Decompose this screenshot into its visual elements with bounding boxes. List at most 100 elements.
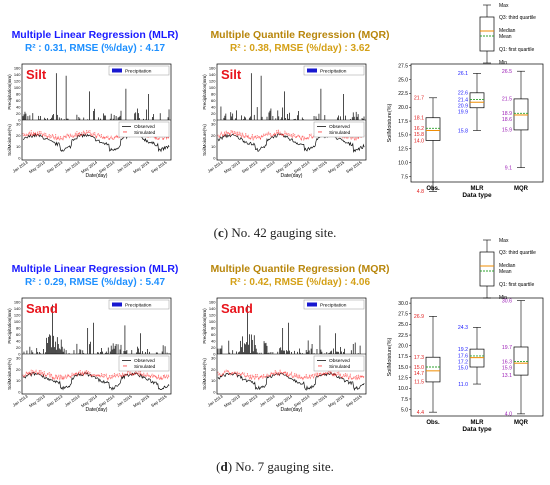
box-value-label: 21.7 bbox=[414, 96, 424, 102]
simulated-point: * bbox=[247, 372, 249, 376]
simulated-point: * bbox=[102, 373, 104, 377]
simulated-point: * bbox=[273, 372, 275, 376]
precip-tick-label: 60 bbox=[16, 332, 21, 337]
soil-type-label: Silt bbox=[26, 67, 47, 82]
simulated-point: * bbox=[39, 131, 41, 135]
precip-legend-label: Precipitation bbox=[320, 69, 347, 75]
simulated-point: * bbox=[278, 129, 280, 133]
simulated-point: * bbox=[242, 132, 244, 136]
date-tick-label: Sep 2014 bbox=[293, 393, 311, 408]
date-tick-label: Sep 2014 bbox=[293, 159, 311, 174]
box-value-label: 17.2 bbox=[458, 360, 468, 366]
precip-legend-label: Precipitation bbox=[125, 303, 152, 309]
simulated-point: * bbox=[79, 370, 81, 374]
simulated-point: * bbox=[219, 372, 221, 376]
box-ytick-label: 12.5 bbox=[398, 147, 408, 153]
simulated-point: * bbox=[89, 130, 91, 134]
box-value-label: 15.9 bbox=[502, 365, 512, 371]
caption-text: No. 42 gauging site. bbox=[231, 225, 337, 240]
category-label: MQR bbox=[514, 420, 529, 426]
simulated-point: * bbox=[24, 133, 26, 137]
iqr-box bbox=[425, 356, 441, 383]
simulated-point: * bbox=[37, 131, 39, 135]
box-value-label: 15.8 bbox=[458, 128, 468, 134]
simulated-point: * bbox=[278, 371, 280, 375]
simulated-point: * bbox=[346, 373, 348, 377]
simulated-point: * bbox=[84, 132, 86, 136]
simulated-point: * bbox=[101, 373, 103, 377]
box-value-label: 15.9 bbox=[502, 128, 512, 134]
soil-type-label: Silt bbox=[221, 67, 242, 82]
simulated-point: * bbox=[71, 372, 73, 376]
box-ytick-label: 5.0 bbox=[401, 407, 408, 413]
precip-tick-label: 0 bbox=[18, 118, 21, 123]
box-value-label: 16.3 bbox=[502, 359, 512, 365]
precip-tick-label: 0 bbox=[213, 352, 216, 357]
simulated-point: * bbox=[22, 133, 24, 137]
box-mlr: 24.3 19.217.617.215.0 11.0 MLR bbox=[458, 325, 485, 426]
simulated-point: * bbox=[130, 371, 132, 375]
simulated-point: * bbox=[40, 369, 42, 373]
precip-legend: Precipitation bbox=[303, 299, 365, 310]
box-value-label: 30.6 bbox=[502, 298, 512, 304]
precip-legend-swatch bbox=[112, 302, 122, 307]
box-value-label: 26.5 bbox=[502, 69, 512, 75]
simulated-point: * bbox=[29, 131, 31, 135]
sm-tick-label: 20 bbox=[211, 367, 216, 372]
precip-tick-label: 80 bbox=[16, 326, 21, 331]
simulated-point: * bbox=[76, 131, 78, 135]
box-value-label: 26.9 bbox=[414, 314, 424, 320]
plot-frame bbox=[216, 297, 367, 395]
simulated-point: * bbox=[58, 137, 60, 141]
simulated-point: * bbox=[268, 131, 270, 135]
simulated-point: * bbox=[40, 131, 42, 135]
date-tick-label: Jan 2013 bbox=[207, 393, 225, 407]
simulated-point: * bbox=[288, 133, 290, 137]
precip-tick-label: 80 bbox=[16, 92, 21, 97]
simulated-point: * bbox=[140, 371, 142, 375]
key-min-label: Min bbox=[499, 295, 507, 301]
simulated-point: * bbox=[151, 373, 153, 377]
box-value-label: 9.1 bbox=[505, 165, 512, 171]
precip-tick-label: 120 bbox=[14, 313, 21, 318]
simulated-point: * bbox=[101, 134, 103, 138]
precip-legend-label: Precipitation bbox=[125, 69, 152, 75]
box-value-label: 15.8 bbox=[414, 132, 424, 138]
simulated-legend-label: Simulated bbox=[134, 364, 156, 370]
box-value-label: 19.2 bbox=[458, 347, 468, 353]
key-q3-label: Q3: third quartile bbox=[499, 15, 536, 21]
simulated-point: * bbox=[68, 134, 70, 138]
box-mqr: 26.5 21.5 18.918.6 15.9 9.1 MQR bbox=[502, 69, 529, 192]
simulated-point: * bbox=[91, 133, 93, 137]
simulated-point: * bbox=[86, 130, 88, 134]
simulated-point: * bbox=[156, 137, 158, 141]
legend-box bbox=[118, 121, 170, 138]
precip-tick-label: 60 bbox=[16, 98, 21, 103]
simulated-point: * bbox=[224, 131, 226, 135]
date-tick-label: Jan 2013 bbox=[12, 393, 30, 407]
simulated-point: * bbox=[89, 372, 91, 376]
date-tick-label: Sep 2015 bbox=[150, 159, 168, 174]
simulated-point: * bbox=[294, 372, 296, 376]
box-ytick-label: 15.0 bbox=[398, 365, 408, 371]
simulated-point: * bbox=[355, 375, 357, 379]
observed-legend-label: Observed bbox=[329, 124, 350, 130]
simulated-point: * bbox=[53, 137, 55, 141]
simulated-point: * bbox=[292, 133, 294, 137]
date-tick-label: May 2015 bbox=[327, 159, 345, 174]
category-label: Obs. bbox=[426, 420, 440, 426]
simulated-point: * bbox=[124, 373, 126, 377]
box-value-label: 16.2 bbox=[414, 126, 424, 132]
simulated-point: * bbox=[35, 133, 37, 137]
date-tick-label: Sep 2013 bbox=[46, 159, 64, 174]
box-ytick-label: 7.5 bbox=[401, 397, 408, 403]
precip-tick-label: 160 bbox=[209, 66, 216, 71]
simulated-legend-marker: ** bbox=[123, 365, 127, 371]
key-mean-label: Mean bbox=[499, 269, 512, 275]
sm-tick-label: 30 bbox=[16, 122, 21, 127]
precip-tick-label: 120 bbox=[209, 79, 216, 84]
box-ytick-label: 27.5 bbox=[398, 312, 408, 318]
simulated-point: * bbox=[35, 369, 37, 373]
simulated-point: * bbox=[235, 131, 237, 135]
